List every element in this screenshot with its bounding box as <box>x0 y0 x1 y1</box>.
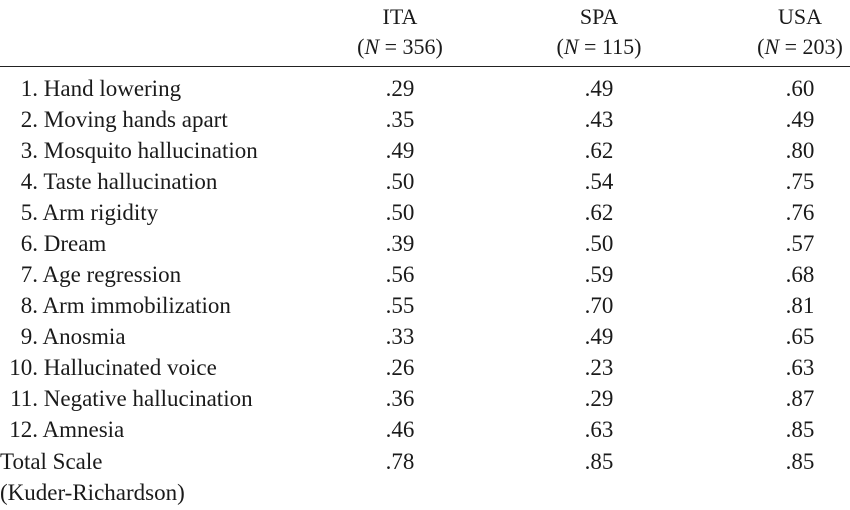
cell-usa: .75 <box>785 169 815 194</box>
cell-ita: .26 <box>385 355 415 380</box>
total-label: Total Scale <box>0 449 103 474</box>
cell-ita: .55 <box>385 293 415 318</box>
row-label: 12. Amnesia <box>9 417 125 442</box>
column-header-usa: USA (N = 203) <box>730 2 850 62</box>
table-row: 4. Taste hallucination .50 .54 .75 <box>0 166 850 197</box>
cell-ita: .46 <box>385 417 415 442</box>
cell-usa: .63 <box>785 355 815 380</box>
cell-ita: .50 <box>385 200 415 225</box>
cell-usa: .81 <box>785 293 815 318</box>
total-usa: .85 <box>785 449 815 474</box>
cell-spa: .70 <box>584 293 614 318</box>
cell-spa: .62 <box>584 200 614 225</box>
column-code: SPA <box>579 4 619 29</box>
cell-spa: .59 <box>584 262 614 287</box>
total-ita: .78 <box>385 449 415 474</box>
cell-spa: .63 <box>584 417 614 442</box>
row-label: 6. Dream <box>20 231 107 256</box>
cell-usa: .65 <box>785 324 815 349</box>
column-header-spa: SPA (N = 115) <box>529 2 669 62</box>
cell-spa: .50 <box>584 231 614 256</box>
row-label: 3. Mosquito hallucination <box>20 138 258 163</box>
column-sample-size: (N = 356) <box>357 34 443 59</box>
table-row: 9. Anosmia .33 .49 .65 <box>0 321 850 352</box>
row-label: 10. Hallucinated voice <box>9 355 217 380</box>
cell-spa: .49 <box>584 324 614 349</box>
cell-usa: .85 <box>785 417 815 442</box>
table-row: 3. Mosquito hallucination .49 .62 .80 <box>0 135 850 166</box>
cell-usa: .87 <box>785 386 815 411</box>
cell-spa: .49 <box>584 76 614 101</box>
cell-spa: .54 <box>584 169 614 194</box>
row-label: 11. Negative hallucination <box>10 386 253 411</box>
table-row: 1. Hand lowering .29 .49 .60 <box>0 73 850 104</box>
cell-spa: .62 <box>584 138 614 163</box>
column-code: USA <box>777 4 822 29</box>
row-label: 7. Age regression <box>20 262 182 287</box>
table-row: 11. Negative hallucination .36 .29 .87 <box>0 383 850 414</box>
total-spa: .85 <box>584 449 614 474</box>
cell-ita: .56 <box>385 262 415 287</box>
cell-ita: .50 <box>385 169 415 194</box>
cell-spa: .43 <box>584 107 614 132</box>
row-label: 4. Taste hallucination <box>20 169 218 194</box>
row-label: 2. Moving hands apart <box>20 107 228 132</box>
cell-usa: .76 <box>785 200 815 225</box>
table-row: 7. Age regression .56 .59 .68 <box>0 259 850 290</box>
cell-ita: .49 <box>385 138 415 163</box>
total-row: Total Scale .78 .85 .85 <box>0 446 850 477</box>
column-sample-size: (N = 115) <box>556 34 642 59</box>
column-sample-size: (N = 203) <box>757 34 843 59</box>
cell-ita: .36 <box>385 386 415 411</box>
table-row: 6. Dream .39 .50 .57 <box>0 228 850 259</box>
column-header-ita: ITA (N = 356) <box>330 2 470 62</box>
header-rule <box>0 66 850 67</box>
row-label: 1. Hand lowering <box>20 76 182 101</box>
total-note: (Kuder-Richardson) <box>0 480 185 505</box>
cell-ita: .35 <box>385 107 415 132</box>
cell-spa: .29 <box>584 386 614 411</box>
cell-ita: .33 <box>385 324 415 349</box>
row-label: 5. Arm rigidity <box>20 200 159 225</box>
cell-ita: .39 <box>385 231 415 256</box>
cell-usa: .57 <box>785 231 815 256</box>
cell-usa: .80 <box>785 138 815 163</box>
table-row: 12. Amnesia .46 .63 .85 <box>0 414 850 445</box>
cell-ita: .29 <box>385 76 415 101</box>
cell-spa: .23 <box>584 355 614 380</box>
table-row: 5. Arm rigidity .50 .62 .76 <box>0 197 850 228</box>
cell-usa: .60 <box>785 76 815 101</box>
cell-usa: .68 <box>785 262 815 287</box>
table-row: 10. Hallucinated voice .26 .23 .63 <box>0 352 850 383</box>
row-label: 9. Anosmia <box>20 324 126 349</box>
row-label: 8. Arm immobilization <box>20 293 231 318</box>
table-row: 8. Arm immobilization .55 .70 .81 <box>0 290 850 321</box>
column-code: ITA <box>382 4 418 29</box>
cell-usa: .49 <box>785 107 815 132</box>
table-row: 2. Moving hands apart .35 .43 .49 <box>0 104 850 135</box>
